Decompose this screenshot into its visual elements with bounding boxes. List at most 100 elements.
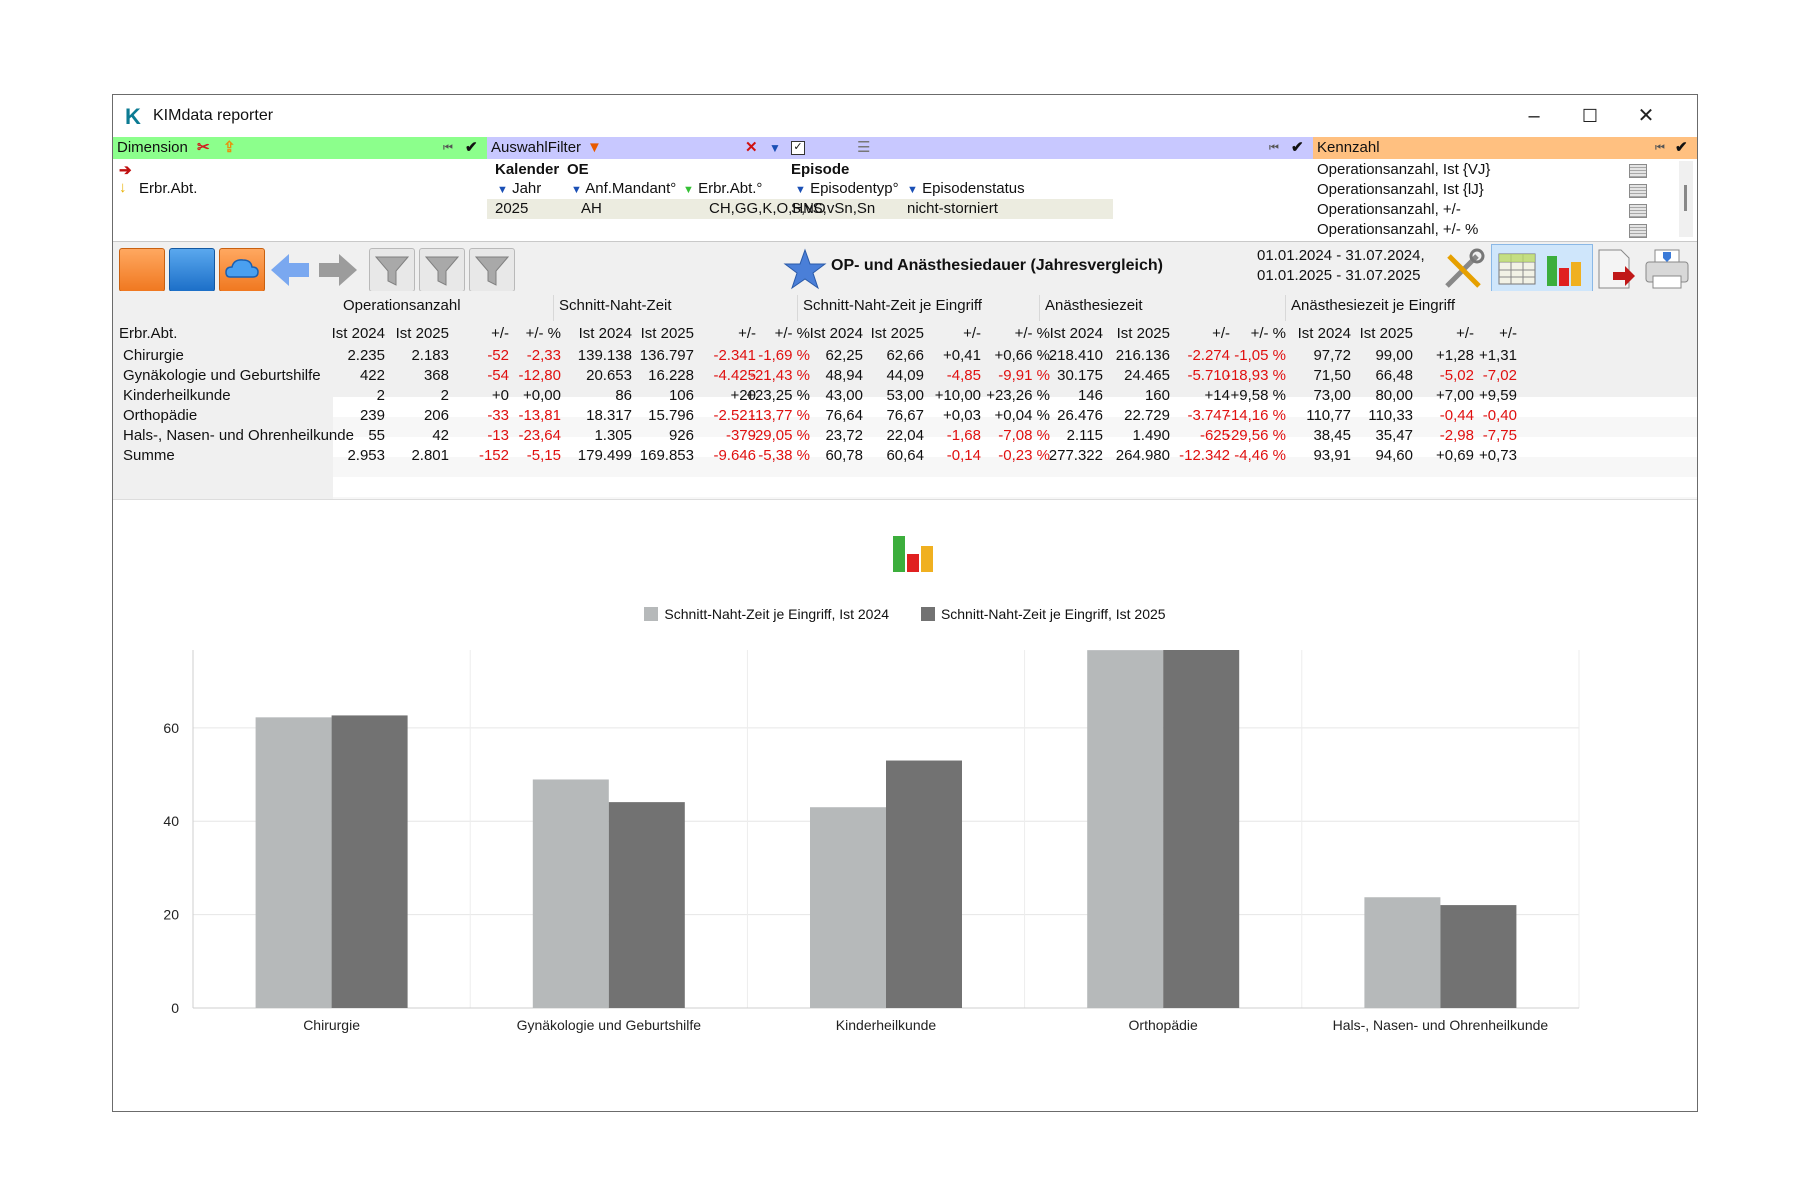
settings-tools-icon[interactable] [1441, 248, 1485, 292]
value-erbr-abt[interactable]: CH,GG,K,O,HNO [709, 200, 826, 217]
column-header: Ist 2025 [1116, 325, 1170, 342]
kennzahl-item[interactable]: Operationsanzahl, +/- [1317, 201, 1461, 218]
funnel-icon: ▼ [683, 184, 694, 196]
funnel-icon [424, 256, 460, 286]
column-header: Ist 2025 [870, 325, 924, 342]
filter-first-page-icon[interactable]: ⏮ [1269, 142, 1279, 154]
back-arrow-icon[interactable] [269, 252, 311, 288]
print-icon[interactable] [1643, 248, 1691, 292]
field-episodentyp[interactable]: ▼ Episodentyp° [795, 180, 899, 197]
row-background [333, 457, 1697, 477]
filter-button-1[interactable] [369, 248, 415, 292]
favorite-star-icon[interactable] [783, 248, 827, 292]
table-cell: 2 [440, 387, 449, 404]
table-cell: -9,91 % [998, 367, 1050, 384]
x-tick-label: Gynäkologie und Geburtshilfe [517, 1017, 702, 1033]
report-period-2: 01.01.2025 - 31.07.2025 [1257, 267, 1421, 284]
chart-area: Schnitt-Naht-Zeit je Eingriff, Ist 2024 … [113, 499, 1697, 1111]
kennzahl-scrollbar[interactable] [1679, 161, 1693, 237]
app-logo-icon: K [125, 104, 141, 129]
kennzahl-item[interactable]: Operationsanzahl, Ist {VJ} [1317, 161, 1491, 178]
table-row-label: Orthopädie [123, 407, 198, 424]
table-cell: 86 [615, 387, 632, 404]
cloud-button[interactable] [219, 248, 265, 292]
table-cell: 160 [1144, 387, 1170, 404]
column-header: Ist 2025 [640, 325, 694, 342]
column-header: Ist 2024 [1297, 325, 1351, 342]
table-cell: 218.410 [1048, 347, 1103, 364]
blue-square-button[interactable] [169, 248, 215, 292]
dimension-title: Dimension [117, 139, 188, 156]
table-icon [1629, 204, 1647, 218]
table-cell: 16.228 [648, 367, 694, 384]
bar-2025 [608, 802, 685, 1008]
field-episodenstatus[interactable]: ▼ Episodenstatus [907, 180, 1025, 197]
kennzahl-item[interactable]: Operationsanzahl, Ist {lJ} [1317, 181, 1484, 198]
table-cell: 2.953 [347, 447, 385, 464]
table-cell: +0,69 [1436, 447, 1474, 464]
table-cell: 18.317 [586, 407, 632, 424]
legend-item-2025[interactable]: Schnitt-Naht-Zeit je Eingriff, Ist 2025 [920, 606, 1166, 622]
bar-2025 [886, 760, 962, 1008]
filter-checkbox[interactable]: ✓ [791, 141, 805, 155]
table-cell: 73,00 [1313, 387, 1351, 404]
value-anf-mandant[interactable]: AH [581, 200, 602, 217]
column-header: Ist 2024 [1049, 325, 1103, 342]
table-cell: 22.729 [1124, 407, 1170, 424]
filter-button-3[interactable] [469, 248, 515, 292]
data-table: Operationsanzahl Schnitt-Naht-Zeit Schnitt… [113, 291, 1697, 694]
remove-dimension-icon[interactable]: ✂ [197, 139, 210, 156]
kennzahl-confirm-icon[interactable]: ✔ [1675, 139, 1688, 156]
maximize-button[interactable]: ☐ [1581, 106, 1599, 126]
report-period-1: 01.01.2024 - 31.07.2024, [1257, 247, 1425, 264]
field-anf-mandant[interactable]: ▼ Anf.Mandant° [571, 180, 676, 197]
value-episodenstatus[interactable]: nicht-storniert [907, 200, 998, 217]
filter-edit-icon[interactable]: ▼ [587, 139, 602, 156]
dimension-header: Dimension ✂ ⇪ ⏮ ✔ [113, 137, 487, 159]
table-cell: 38,45 [1313, 427, 1351, 444]
table-cell: -0,44 [1439, 407, 1474, 424]
table-cell: 368 [423, 367, 449, 384]
chart-type-icon[interactable] [889, 532, 937, 574]
field-erbr-abt[interactable]: ▼ Erbr.Abt.° [683, 180, 762, 197]
orange-square-button[interactable] [119, 248, 165, 292]
table-view-icon[interactable] [1495, 248, 1539, 290]
first-page-icon[interactable]: ⏮ [443, 142, 453, 154]
scrollbar-thumb[interactable] [1684, 185, 1687, 211]
confirm-check-icon[interactable]: ✔ [465, 139, 478, 156]
drag-handle-icon[interactable]: ☰ [857, 139, 871, 156]
clear-filter-icon[interactable]: ✕ [745, 139, 758, 156]
table-cell: 44,09 [886, 367, 924, 384]
value-jahr[interactable]: 2025 [495, 200, 529, 217]
column-header: +/- % [1250, 325, 1286, 342]
field-jahr[interactable]: ▼ Jahr [497, 180, 541, 197]
forward-arrow-icon[interactable] [317, 252, 359, 288]
table-cell: 2.183 [411, 347, 449, 364]
table-cell: 62,66 [886, 347, 924, 364]
legend-item-2024[interactable]: Schnitt-Naht-Zeit je Eingriff, Ist 2024 [644, 606, 889, 622]
filter-funnel-icon[interactable]: ▼ [769, 141, 781, 155]
table-cell: -5.710 [1187, 367, 1230, 384]
column-header: Ist 2025 [1359, 325, 1413, 342]
minimize-button[interactable]: – [1528, 105, 1540, 127]
column-header: +/- [738, 325, 756, 342]
table-cell: -12.342 [1179, 447, 1230, 464]
kennzahl-item[interactable]: Operationsanzahl, +/- % [1317, 221, 1479, 238]
bar-2025 [331, 715, 408, 1008]
export-document-icon[interactable] [1593, 248, 1637, 292]
export-dimension-icon[interactable]: ⇪ [223, 139, 236, 156]
chart-view-icon[interactable] [1543, 248, 1587, 290]
funnel-icon: ▼ [795, 184, 806, 196]
table-cell: 48,94 [825, 367, 863, 384]
close-button[interactable]: ✕ [1637, 105, 1655, 127]
dimension-item[interactable]: Erbr.Abt. [139, 180, 198, 197]
filter-panel: AuswahlFilter ▼ ✕ ▼ ✓ ☰ ⏮ ✔ Kalender OE … [487, 137, 1314, 239]
filter-confirm-icon[interactable]: ✔ [1291, 139, 1304, 156]
table-cell: -5,02 [1439, 367, 1474, 384]
column-header: Ist 2025 [395, 325, 449, 342]
value-episodentyp[interactable]: S,vS,vSn,Sn [791, 200, 876, 217]
y-tick-label: 20 [163, 907, 179, 923]
filter-button-2[interactable] [419, 248, 465, 292]
y-tick-label: 40 [163, 813, 179, 829]
kennzahl-first-page-icon[interactable]: ⏮ [1655, 142, 1665, 154]
